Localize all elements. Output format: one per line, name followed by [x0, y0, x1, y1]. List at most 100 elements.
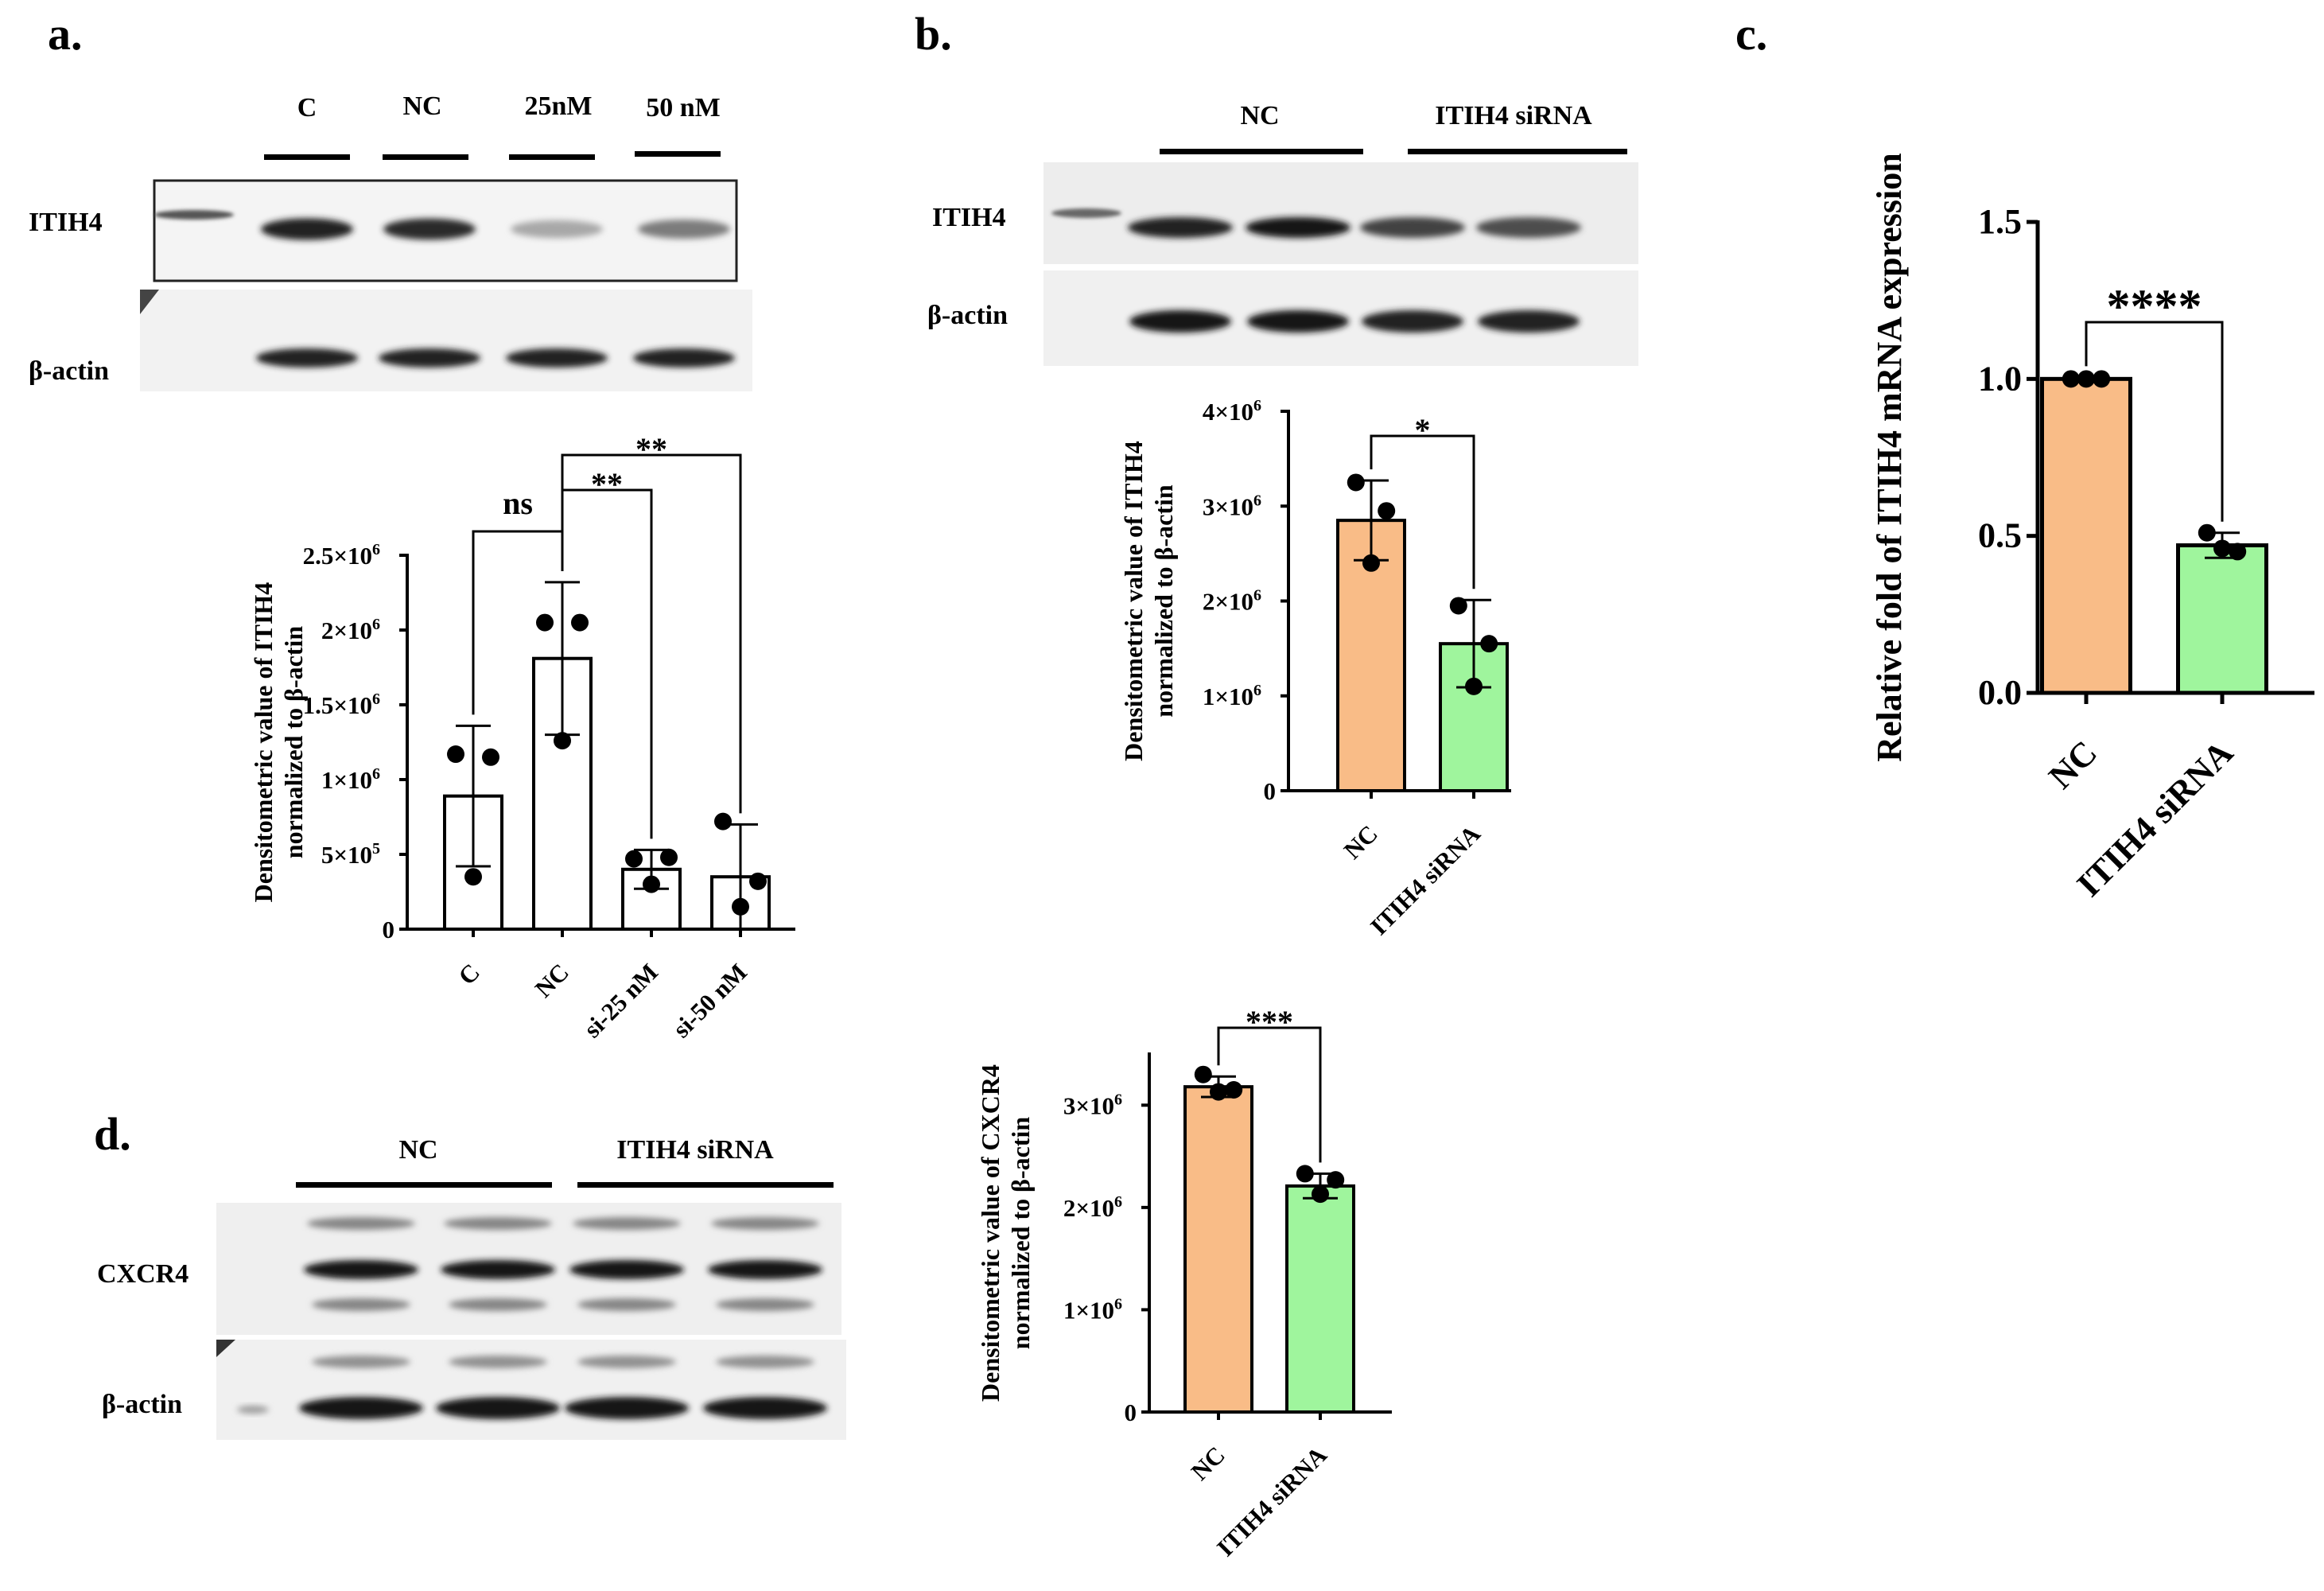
chart-c: 0.0 0.5 1.0 1.5 Relative fold of ITIH4 mRNA …: [1870, 153, 2314, 904]
blot-membrane-itih4: [1043, 162, 1638, 264]
data-point: [1449, 597, 1467, 615]
y-tick-base: 1×10: [321, 766, 372, 794]
band: [1128, 217, 1233, 238]
significance-bracket: **: [561, 431, 742, 814]
band: [1247, 310, 1349, 333]
y-tick-label: 1×106: [1203, 682, 1261, 710]
y-tick-label: 2×106: [1063, 1193, 1122, 1222]
y-tick-base: 2.5×10: [303, 542, 372, 570]
data-point: [1480, 635, 1498, 653]
data-point: [1225, 1081, 1243, 1099]
y-tick-exponent: 6: [372, 616, 380, 633]
y-tick-label: 1.5: [1978, 202, 2022, 241]
group-label-sirna: ITIH4 siRNA: [616, 1135, 774, 1165]
data-point: [1362, 554, 1380, 572]
band-row-actin: [1129, 310, 1580, 333]
bracket-line: [1370, 434, 1475, 589]
lane-bar: [264, 154, 350, 160]
y-tick-base: 5×10: [321, 841, 372, 869]
group-bar: [1408, 149, 1627, 154]
chart-a: 05×1051×1061.5×1062×1062.5×106Densitomet…: [249, 431, 795, 1043]
membrane-corner: [140, 290, 159, 314]
lane-bar: [509, 154, 595, 160]
band: [444, 1217, 552, 1230]
y-tick-label: 1.5×106: [303, 690, 380, 719]
band: [708, 1260, 822, 1279]
band: [383, 218, 476, 240]
data-point: [554, 732, 571, 750]
significance-label: ***: [1246, 1004, 1293, 1040]
bar: [2176, 543, 2268, 695]
band: [577, 1356, 676, 1368]
panel-d-letter: d.: [94, 1108, 131, 1160]
x-tick-label: NC: [1339, 819, 1383, 864]
y-axis-label: normalized to β-actin: [1006, 1117, 1035, 1350]
data-point: [2198, 523, 2216, 542]
band-row-cxcr4: [304, 1217, 822, 1311]
data-point: [464, 868, 482, 886]
blot-row-label-actin: β-actin: [102, 1390, 182, 1419]
y-tick-base: 2×10: [1063, 1194, 1114, 1222]
data-point: [1312, 1185, 1329, 1204]
y-axis-label: Densitometric value of ITIH4: [1119, 441, 1148, 761]
band: [441, 1260, 555, 1279]
significance-label: **: [635, 431, 667, 467]
significance-label: **: [591, 466, 623, 502]
y-tick-exponent: 6: [372, 690, 380, 708]
data-point: [482, 748, 499, 766]
y-tick-label: 1.0: [1978, 359, 2022, 398]
blot-b: NC ITIH4 siRNA ITIH4 β-actin: [927, 101, 1638, 366]
y-tick-label: 1×106: [321, 765, 380, 794]
bar: [2040, 376, 2132, 695]
band: [449, 1356, 547, 1368]
y-tick-exponent: 6: [372, 765, 380, 783]
y-tick-label: 0: [383, 916, 395, 943]
blot-row-label-actin: β-actin: [29, 356, 109, 386]
bar: [1285, 1184, 1355, 1414]
band: [565, 1397, 689, 1419]
lane-bar: [635, 151, 721, 157]
bracket-line: [561, 453, 742, 814]
band: [716, 1356, 814, 1368]
ladder-band: [237, 1406, 269, 1414]
data-point: [1210, 1083, 1227, 1101]
band: [716, 1298, 814, 1311]
data-point: [660, 848, 678, 866]
band: [703, 1397, 827, 1419]
data-point: [2093, 370, 2111, 388]
group-label-sirna: ITIH4 siRNA: [1435, 101, 1592, 130]
bracket-line: [1217, 1026, 1322, 1163]
y-tick-base: 3×10: [1063, 1091, 1114, 1119]
blot-row-label-cxcr4: CXCR4: [97, 1259, 188, 1289]
x-tick-label: ITIH4 siRNA: [1211, 1441, 1332, 1562]
y-axis-label: normalized to β-actin: [279, 626, 308, 859]
band: [304, 1260, 418, 1279]
blot-row-label-actin: β-actin: [927, 301, 1008, 330]
y-axis-label: Densitometric value of CXCR4: [976, 1064, 1005, 1402]
bar: [1183, 1085, 1253, 1414]
band: [1360, 217, 1465, 238]
data-point: [1296, 1165, 1314, 1183]
lane-label-50nm: 50 nM: [646, 93, 721, 123]
y-axis-label: Densitometric value of ITIH4: [249, 582, 278, 903]
band: [1129, 310, 1231, 333]
panel-b-letter: b.: [915, 8, 952, 60]
band: [1478, 310, 1580, 333]
x-tick-label: C: [453, 958, 485, 990]
lane-bar: [383, 154, 468, 160]
panel-c-letter: c.: [1735, 8, 1767, 60]
panel-a-letter: a.: [48, 8, 83, 60]
x-tick-label: NC: [1186, 1441, 1230, 1485]
y-tick-label: 4×106: [1203, 397, 1261, 426]
band: [307, 1217, 415, 1230]
band: [449, 1298, 547, 1311]
data-point: [2062, 370, 2080, 388]
data-point: [1327, 1171, 1345, 1189]
group-label-nc: NC: [1240, 101, 1279, 130]
band: [569, 1260, 684, 1279]
y-tick-label: 3×106: [1063, 1091, 1122, 1119]
y-tick-base: 4×10: [1203, 398, 1253, 426]
y-tick-base: 3×10: [1203, 492, 1253, 520]
